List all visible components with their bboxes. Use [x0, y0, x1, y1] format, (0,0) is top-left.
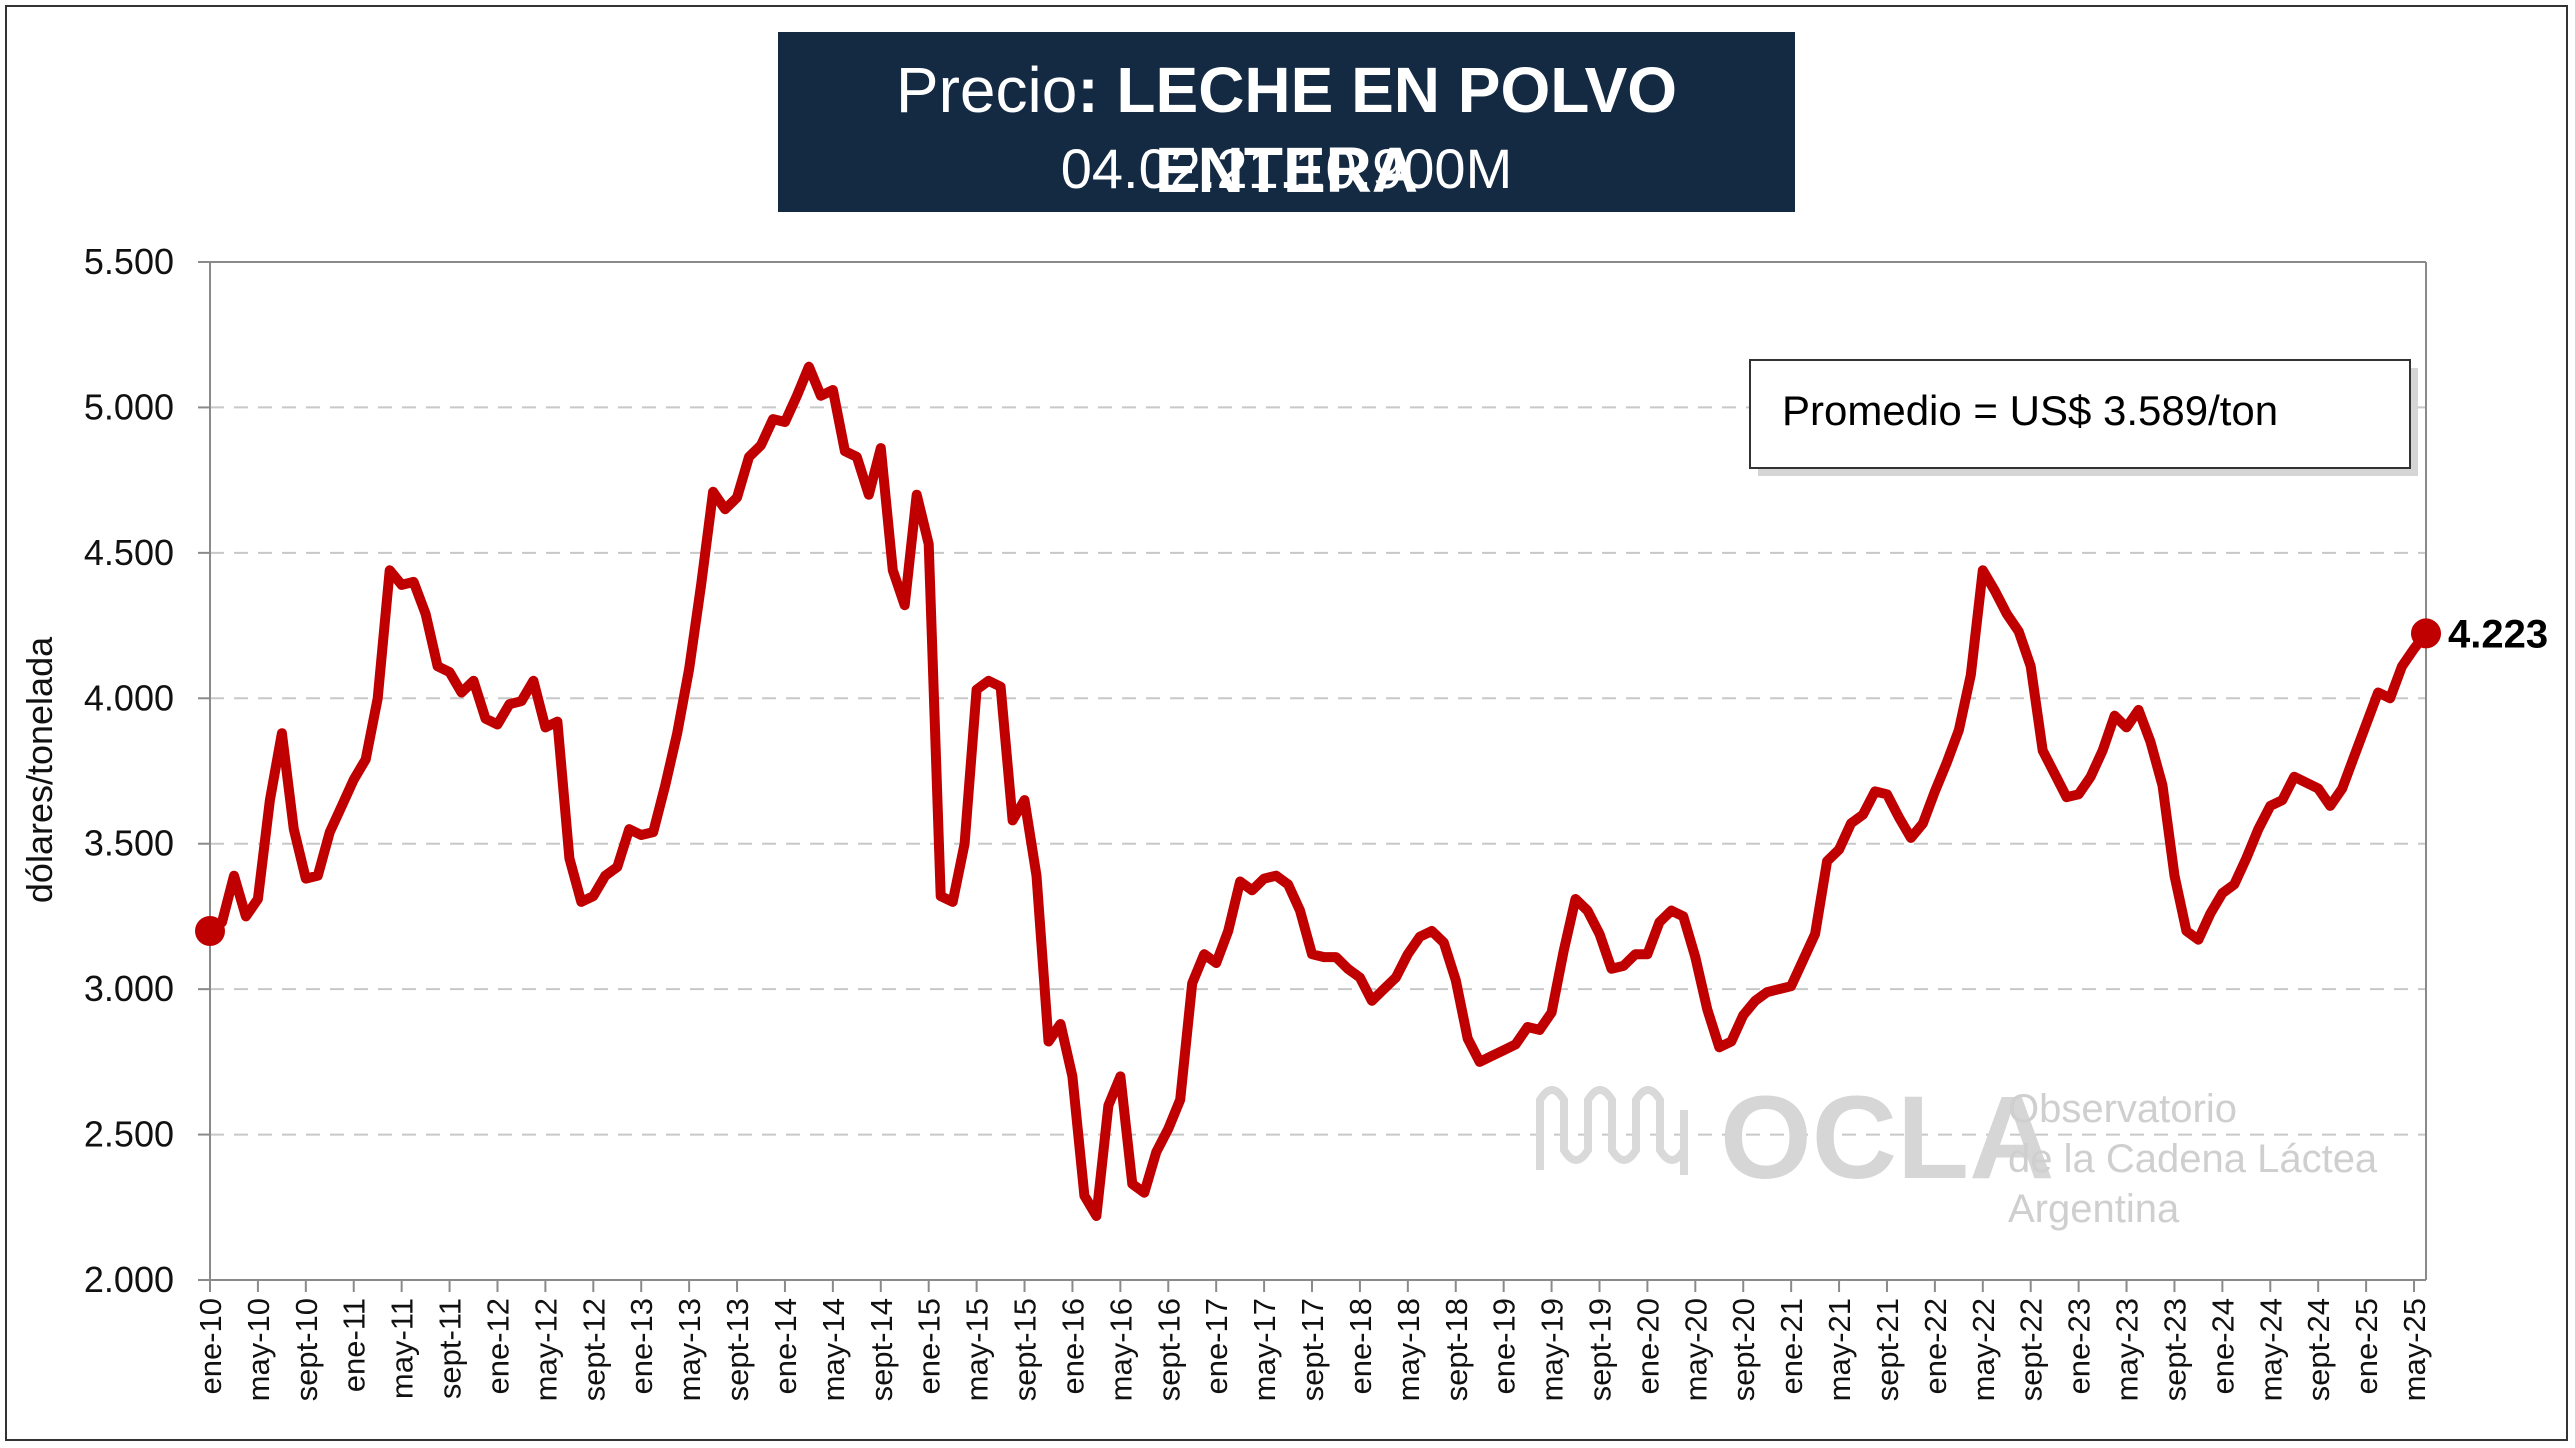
x-tick-label: ene-21 [1774, 1298, 1809, 1395]
y-tick-label: 3.500 [84, 823, 174, 864]
chart-title: Precio: LECHE EN POLVO ENTERA [778, 50, 1795, 210]
x-tick-label: sept-11 [433, 1298, 468, 1399]
x-tick-label: sept-18 [1439, 1298, 1474, 1401]
chart-title-box: Precio: LECHE EN POLVO ENTERA 04.02.21.1… [778, 32, 1795, 212]
x-tick-label: may-20 [1678, 1298, 1713, 1401]
y-tick-label: 5.000 [84, 386, 174, 427]
y-tick-label: 5.500 [84, 241, 174, 282]
x-tick-label: may-21 [1822, 1298, 1857, 1401]
x-tick-labels: ene-10 may-10 sept-10 ene-11 may-11 sept-11 en… [193, 1280, 2432, 1401]
last-value-label: 4.223 [2448, 612, 2548, 656]
x-tick-label: sept-19 [1582, 1298, 1617, 1401]
price-series-line [205, 361, 2431, 1221]
x-tick-label: ene-10 [193, 1298, 228, 1395]
x-tick-label: ene-25 [2349, 1298, 2384, 1395]
x-tick-label: may-17 [1247, 1298, 1282, 1401]
x-tick-label: may-25 [2397, 1298, 2432, 1401]
x-tick-label: sept-14 [864, 1298, 899, 1401]
y-tick-labels: 2.000 2.500 3.000 3.500 4.000 4.500 5.000 5.500 [84, 241, 210, 1300]
x-tick-label: sept-22 [2014, 1298, 2049, 1401]
x-tick-label: may-23 [2110, 1298, 2145, 1401]
x-tick-label: ene-22 [1918, 1298, 1953, 1395]
x-tick-label: may-24 [2253, 1298, 2288, 1401]
watermark-brand: OCLA [1720, 1072, 2054, 1204]
x-tick-label: may-10 [241, 1298, 276, 1401]
x-tick-label: ene-17 [1199, 1298, 1234, 1395]
x-tick-label: ene-16 [1055, 1298, 1090, 1395]
x-tick-label: may-12 [528, 1298, 563, 1401]
x-tick-label: may-18 [1391, 1298, 1426, 1401]
x-tick-label: sept-20 [1726, 1298, 1761, 1401]
y-axis-label: dólares/tonelada [19, 636, 60, 903]
title-product: : LECHE EN POLVO ENTERA [1077, 54, 1678, 206]
y-tick-label: 4.500 [84, 532, 174, 573]
series-group [195, 361, 2441, 1221]
x-tick-label: ene-20 [1630, 1298, 1665, 1395]
x-tick-label: may-14 [816, 1298, 851, 1401]
x-tick-label: ene-11 [337, 1298, 372, 1392]
x-tick-label: ene-23 [2062, 1298, 2097, 1395]
x-tick-label: may-16 [1103, 1298, 1138, 1401]
average-text: Promedio = US$ 3.589/ton [1782, 387, 2278, 434]
title-prefix: Precio [895, 54, 1078, 126]
chart-frame [5, 5, 2568, 1441]
milk-wave-logo [1536, 1086, 1688, 1175]
x-tick-label: may-19 [1535, 1298, 1570, 1401]
x-tick-label: ene-14 [768, 1298, 803, 1395]
x-tick-label: sept-24 [2301, 1298, 2336, 1401]
y-tick-label: 4.000 [84, 677, 174, 718]
axes [209, 261, 2427, 1281]
x-tick-label: sept-23 [2157, 1298, 2192, 1401]
watermark-line1: Observatorio [2008, 1087, 2237, 1131]
gridlines [210, 406, 2426, 1136]
x-tick-label: sept-13 [720, 1298, 755, 1401]
end-point-marker [2411, 618, 2441, 649]
x-tick-label: may-15 [960, 1298, 995, 1401]
x-tick-label: sept-10 [289, 1298, 324, 1401]
average-box-frame [1749, 359, 2411, 469]
watermark-line2: de la Cadena Láctea [2008, 1137, 2378, 1181]
x-tick-label: sept-15 [1008, 1298, 1043, 1401]
x-tick-label: ene-13 [624, 1298, 659, 1395]
y-tick-label: 2.500 [84, 1114, 174, 1155]
x-tick-label: ene-12 [480, 1298, 515, 1395]
x-tick-label: sept-17 [1295, 1298, 1330, 1401]
product-code: 04.02.21.10.900M [1060, 137, 1513, 200]
ocla-watermark: OCLA Observatorio de la Cadena Láctea Ar… [1536, 1072, 2378, 1231]
x-tick-label: may-22 [1966, 1298, 2001, 1401]
x-tick-label: ene-24 [2205, 1298, 2240, 1395]
x-tick-label: ene-19 [1487, 1298, 1522, 1395]
average-box: Promedio = US$ 3.589/ton [1749, 359, 2418, 476]
y-tick-label: 2.000 [84, 1259, 174, 1300]
x-tick-label: ene-15 [912, 1298, 947, 1395]
start-point-marker [195, 915, 225, 946]
x-tick-label: sept-12 [576, 1298, 611, 1401]
x-tick-label: may-11 [385, 1298, 420, 1399]
watermark-line3: Argentina [2008, 1187, 2180, 1231]
x-tick-label: sept-16 [1151, 1298, 1186, 1401]
x-tick-label: ene-18 [1343, 1298, 1378, 1395]
x-tick-label: sept-21 [1870, 1298, 1905, 1401]
y-tick-label: 3.000 [84, 968, 174, 1009]
x-tick-label: may-13 [672, 1298, 707, 1401]
